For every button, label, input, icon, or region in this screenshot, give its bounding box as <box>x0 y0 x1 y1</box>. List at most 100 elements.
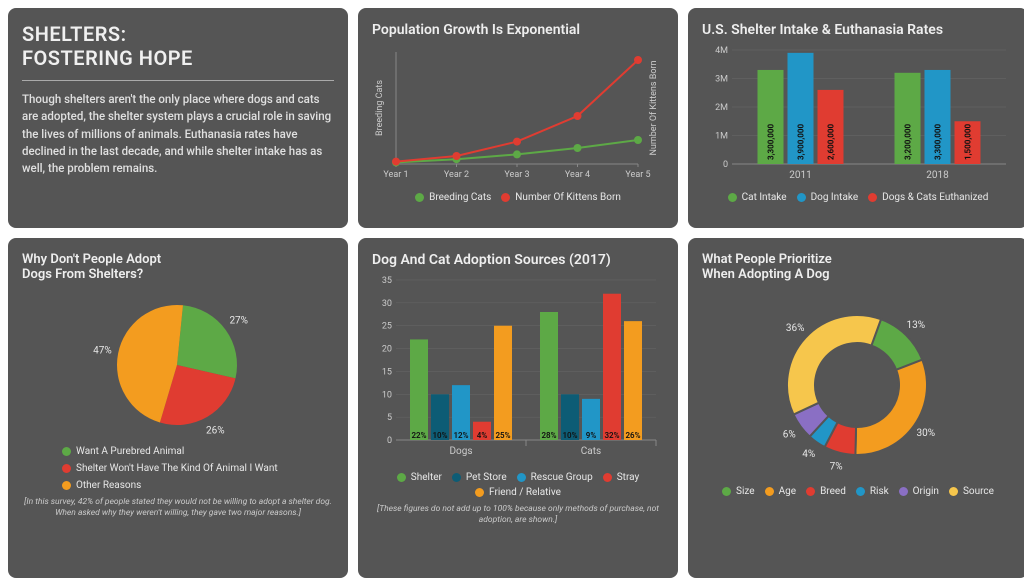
adoption-sources-title: Dog And Cat Adoption Sources (2017) <box>372 252 664 268</box>
shelter-rates-panel: U.S. Shelter Intake & Euthanasia Rates 0… <box>688 8 1024 228</box>
svg-text:5: 5 <box>387 413 392 423</box>
svg-text:2011: 2011 <box>789 170 811 181</box>
legend-label: Rescue Group <box>531 472 593 483</box>
legend-dot <box>765 487 774 496</box>
svg-text:35: 35 <box>382 276 392 286</box>
adoption-sources-legend: Shelter Pet Store Rescue Group Stray Friend … <box>372 472 664 498</box>
svg-text:10%: 10% <box>432 431 447 440</box>
legend-dot <box>899 487 908 496</box>
legend-item: Dog Intake <box>797 192 859 203</box>
title-divider <box>22 80 334 81</box>
legend-item: Number Of Kittens Born <box>501 192 621 203</box>
svg-text:10: 10 <box>382 390 392 400</box>
shelter-rates-legend: Cat IntakeDog IntakeDogs & Cats Euthaniz… <box>702 192 1014 203</box>
priorities-legend: SizeAgeBreedRiskOriginSource <box>702 486 1014 497</box>
svg-text:Dogs: Dogs <box>449 446 472 457</box>
svg-text:6%: 6% <box>783 430 796 441</box>
legend-label: Friend / Relative <box>489 487 561 498</box>
legend-label: Shelter Won't Have The Kind Of Animal I … <box>76 463 278 474</box>
legend-label: Risk <box>870 486 889 497</box>
legend-label: Size <box>736 486 755 497</box>
why-not-adopt-footnote: [In this survey, 42% of people stated th… <box>22 497 334 519</box>
svg-text:2,600,000: 2,600,000 <box>827 124 836 160</box>
svg-text:25: 25 <box>382 322 392 332</box>
legend-dot <box>62 481 71 490</box>
legend-label: Dog Intake <box>811 192 859 203</box>
pop-growth-chart: Year 1Year 2Year 3Year 4Year 5Breeding C… <box>372 46 662 186</box>
svg-text:3,300,000: 3,300,000 <box>767 124 776 160</box>
legend-item: Shelter Won't Have The Kind Of Animal I … <box>62 463 278 474</box>
legend-dot <box>501 193 510 202</box>
legend-dot <box>603 473 612 482</box>
why-not-adopt-panel: Why Don't People Adopt Dogs From Shelter… <box>8 238 348 578</box>
legend-item: Stray <box>603 472 640 483</box>
svg-text:28%: 28% <box>541 431 556 440</box>
svg-text:Cats: Cats <box>581 446 601 457</box>
svg-text:Breeding Cats: Breeding Cats <box>375 80 385 136</box>
pop-growth-legend: Breeding Cats Number Of Kittens Born <box>372 192 664 203</box>
svg-text:13%: 13% <box>907 320 926 331</box>
svg-text:9%: 9% <box>586 431 597 440</box>
legend-dot <box>452 473 461 482</box>
shelter-rates-chart: 01M2M3M4M3,300,0003,900,0002,600,0002011… <box>702 46 1012 186</box>
legend-dot <box>722 487 731 496</box>
legend-label: Breeding Cats <box>429 192 491 203</box>
legend-dot <box>415 193 424 202</box>
svg-text:1,500,000: 1,500,000 <box>964 124 973 160</box>
legend-item: Dogs & Cats Euthanized <box>868 192 988 203</box>
svg-text:4M: 4M <box>715 46 728 56</box>
adoption-sources-panel: Dog And Cat Adoption Sources (2017) 0510… <box>358 238 678 578</box>
legend-dot <box>475 488 484 497</box>
svg-text:30%: 30% <box>916 428 935 439</box>
priorities-title: What People Prioritize When Adopting A D… <box>702 252 1014 282</box>
shelter-rates-title: U.S. Shelter Intake & Euthanasia Rates <box>702 22 1014 38</box>
legend-label: Breed <box>820 486 846 497</box>
svg-text:4%: 4% <box>477 431 488 440</box>
svg-text:7%: 7% <box>830 461 843 472</box>
legend-item: Risk <box>856 486 889 497</box>
legend-dot <box>62 464 71 473</box>
svg-text:32%: 32% <box>604 431 619 440</box>
legend-item: Age <box>765 486 796 497</box>
svg-text:Number Of Kittens Born: Number Of Kittens Born <box>649 60 659 155</box>
legend-dot <box>397 473 406 482</box>
main-title: SHELTERS: FOSTERING HOPE <box>22 22 334 70</box>
svg-text:47%: 47% <box>93 345 112 356</box>
svg-text:27%: 27% <box>229 316 248 327</box>
why-not-adopt-chart: 27%26%47% <box>22 290 332 440</box>
svg-text:Year 3: Year 3 <box>504 170 529 180</box>
legend-item: Size <box>722 486 755 497</box>
legend-item: Breed <box>806 486 846 497</box>
why-not-adopt-legend: Want A Purebred Animal Shelter Won't Have… <box>62 446 334 491</box>
svg-text:3,300,000: 3,300,000 <box>934 124 943 160</box>
legend-label: Pet Store <box>466 472 507 483</box>
legend-label: Other Reasons <box>76 480 141 491</box>
legend-dot <box>949 487 958 496</box>
pop-growth-title: Population Growth Is Exponential <box>372 22 664 38</box>
legend-label: Source <box>963 486 994 497</box>
title-panel: SHELTERS: FOSTERING HOPE Though shelters… <box>8 8 348 228</box>
svg-text:Year 5: Year 5 <box>625 170 650 180</box>
legend-item: Other Reasons <box>62 480 141 491</box>
legend-label: Dogs & Cats Euthanized <box>882 192 988 203</box>
svg-text:12%: 12% <box>453 431 468 440</box>
svg-text:22%: 22% <box>411 431 426 440</box>
legend-label: Shelter <box>411 472 442 483</box>
svg-text:15: 15 <box>382 367 392 377</box>
svg-text:36%: 36% <box>786 323 805 334</box>
legend-label: Stray <box>617 472 640 483</box>
svg-text:Year 2: Year 2 <box>444 170 469 180</box>
legend-dot <box>856 487 865 496</box>
legend-label: Number Of Kittens Born <box>515 192 621 203</box>
svg-text:25%: 25% <box>495 431 510 440</box>
svg-text:3,200,000: 3,200,000 <box>904 124 913 160</box>
priorities-panel: What People Prioritize When Adopting A D… <box>688 238 1024 578</box>
legend-item: Want A Purebred Animal <box>62 446 184 457</box>
svg-text:4%: 4% <box>802 449 815 460</box>
legend-item: Shelter <box>397 472 442 483</box>
svg-text:3M: 3M <box>715 75 728 85</box>
svg-text:26%: 26% <box>625 431 640 440</box>
svg-text:1M: 1M <box>715 132 728 142</box>
adoption-sources-chart: 0510152025303522%10%12%4%25%Dogs28%10%9%… <box>372 276 662 466</box>
svg-text:0: 0 <box>723 160 728 170</box>
